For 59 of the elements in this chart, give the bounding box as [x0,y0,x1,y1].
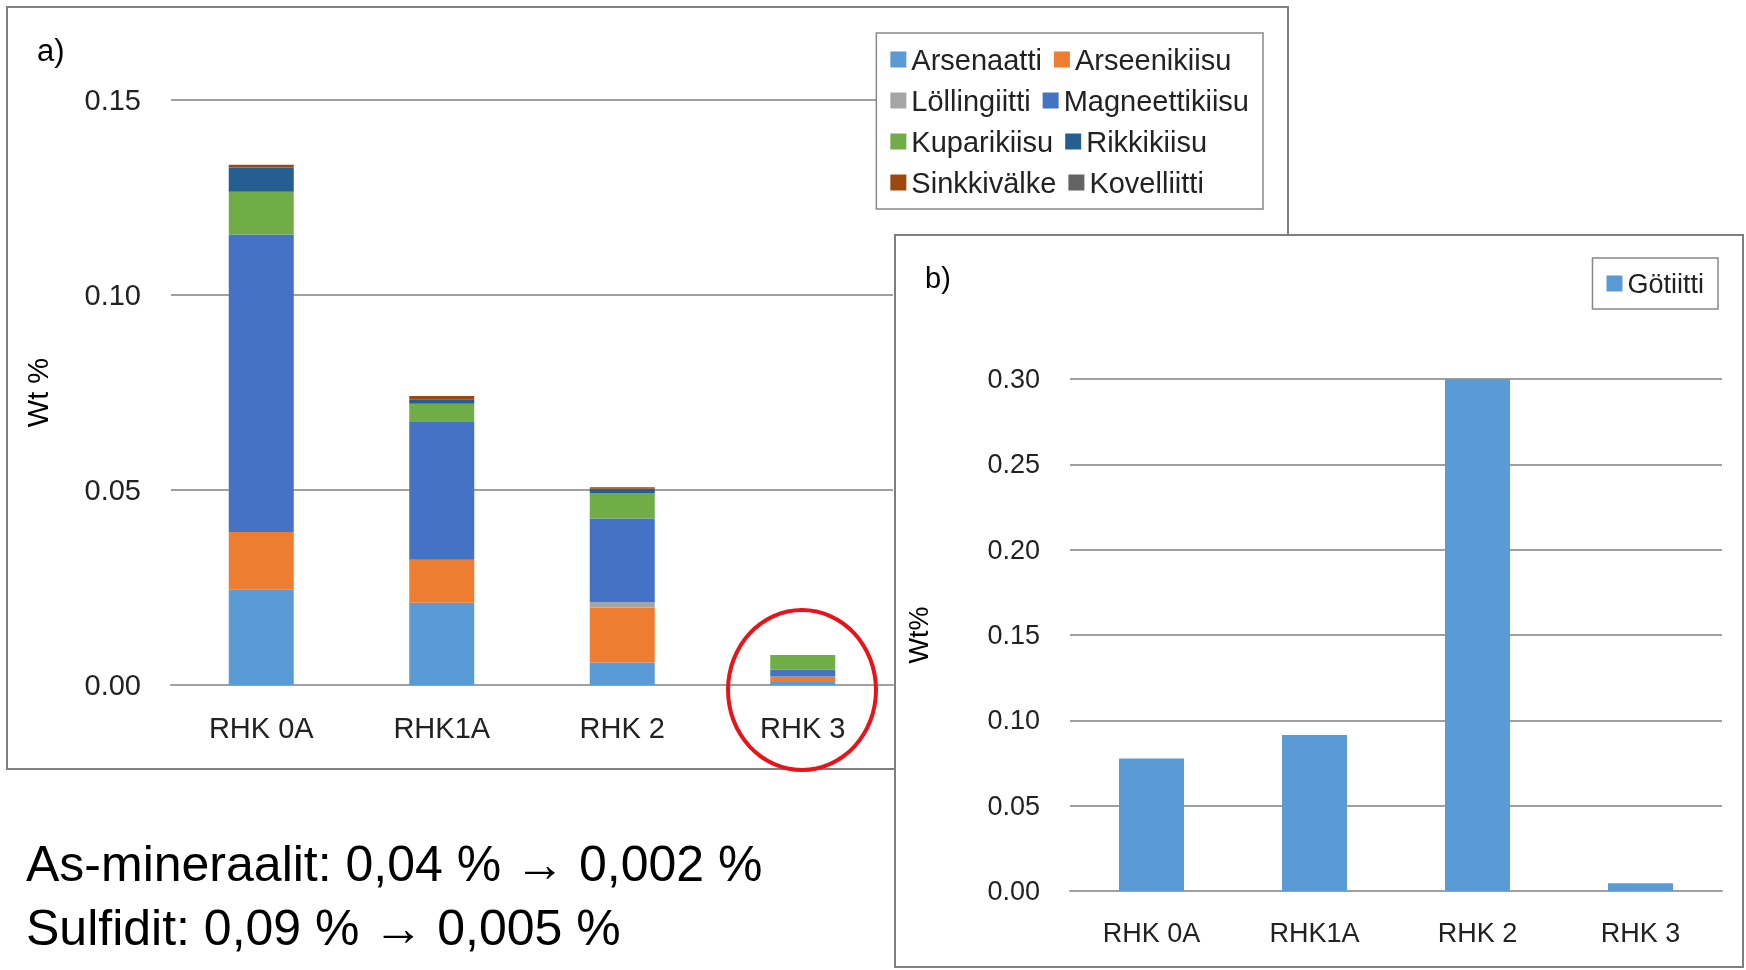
bar [409,396,475,400]
text: As-mineraalit: 0,04 % → 0,002 % [26,836,763,892]
bar [589,518,655,603]
legend-label: Magneettikiisu [1063,84,1249,117]
bar [589,493,655,519]
bar [770,669,836,677]
y-tick-label: 0.15 [84,84,141,116]
legend-label: Götiitti [1627,268,1705,299]
bar [228,167,294,192]
legend-label: Kovelliitti [1089,166,1204,199]
bar [589,602,655,608]
x-tick-label: RHK1A [393,711,491,744]
bar [409,403,475,422]
bar [409,602,475,685]
bar [1119,758,1184,891]
y-tick-label: 0.10 [84,279,141,311]
y-tick-label: 0.05 [84,474,141,506]
bar [589,488,655,494]
y-tick-label: 0.00 [84,669,141,701]
bar [770,654,836,670]
chart-title: a) [37,33,65,68]
x-tick-label: RHK 3 [760,711,846,744]
y-tick-label: 0.25 [987,449,1040,480]
y-tick-label: 0.15 [987,620,1040,650]
text: Sulfidit: 0,09 % → 0,005 % [26,900,621,956]
bar [409,559,475,603]
bar [228,532,294,590]
y-tick-label: 0.10 [987,705,1040,736]
legend-label: Arseenikiisu [1074,43,1232,76]
bar [1608,883,1673,891]
y-tick-label: 0.20 [987,534,1040,565]
y-axis-title: Wt% [903,606,934,664]
bar [409,399,475,404]
bar [1445,379,1510,891]
bar [409,421,475,560]
legend-label: Kuparikiisu [911,125,1054,158]
y-tick-label: 0.00 [987,876,1040,906]
x-tick-label: RHK 3 [1600,917,1681,948]
x-tick-label: RHK 0A [208,711,315,744]
chart-title: b) [925,261,951,294]
legend-label: Arsenaatti [911,43,1042,76]
legend-label: Sinkkivälke [911,166,1057,199]
y-tick-label: 0.30 [987,364,1040,394]
bar [228,234,294,533]
bar [770,681,836,685]
legend-label: Rikkikiisu [1086,125,1208,158]
bar [228,589,294,685]
bar [1282,735,1347,891]
x-tick-label: RHK 2 [579,711,665,744]
bar [589,607,655,663]
bar [770,676,836,682]
legend-label: Löllingiitti [911,84,1031,117]
x-tick-label: RHK 2 [1437,917,1518,948]
y-axis-title: Wt % [21,357,54,428]
bar [228,191,294,235]
y-tick-label: 0.05 [987,790,1040,821]
x-tick-label: RHK 0A [1102,917,1201,948]
bar [589,662,655,685]
x-tick-label: RHK1A [1269,917,1360,948]
